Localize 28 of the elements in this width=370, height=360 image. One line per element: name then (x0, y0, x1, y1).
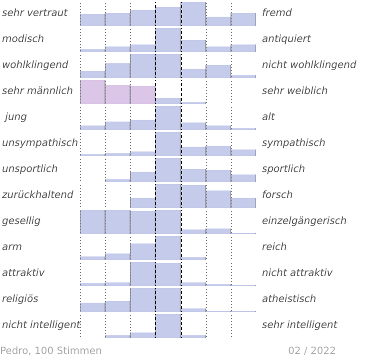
y2-axis-title: reich (261, 242, 287, 253)
y2-axis-title: einzelgängerisch (261, 216, 347, 227)
y-axis-title: gesellig (1, 216, 41, 227)
y2-axis-title: forsch (261, 190, 293, 201)
y-axis-title: unsympathisch (1, 138, 78, 149)
y-axis-title: jung (3, 112, 27, 123)
y2-axis-title: alt (261, 112, 275, 123)
y2-axis-title: sportlich (261, 164, 306, 175)
y2-axis-title: sehr weiblich (261, 86, 328, 97)
y2-axis-title: nicht wohlklingend (261, 60, 356, 71)
y-axis-title: attraktiv (1, 268, 45, 279)
y2-axis-title: sympathisch (261, 138, 326, 149)
y-axis-title: religiös (1, 294, 38, 305)
y2-axis-title: nicht attraktiv (261, 268, 333, 279)
y-axis-title: nicht intelligent (1, 320, 80, 331)
y-axis-title: unsportlich (1, 164, 58, 175)
y2-axis-title: atheistisch (261, 294, 316, 305)
y-axis-title: arm (1, 242, 22, 253)
y2-axis-title: antiquiert (261, 34, 311, 45)
text: 02 / 2022 (288, 346, 336, 357)
y-axis-title: zurückhaltend (1, 190, 74, 201)
y-axis-title: sehr männlich (1, 86, 73, 97)
y2-axis-title: sehr intelligent (261, 320, 338, 331)
y-axis-title: modisch (1, 34, 44, 45)
y-axis-title: wohlklingend (1, 60, 68, 71)
y-axis-title: sehr vertraut (1, 8, 68, 19)
y2-axis-title: fremd (261, 8, 292, 19)
text: Pedro, 100 Stimmen (0, 346, 102, 357)
